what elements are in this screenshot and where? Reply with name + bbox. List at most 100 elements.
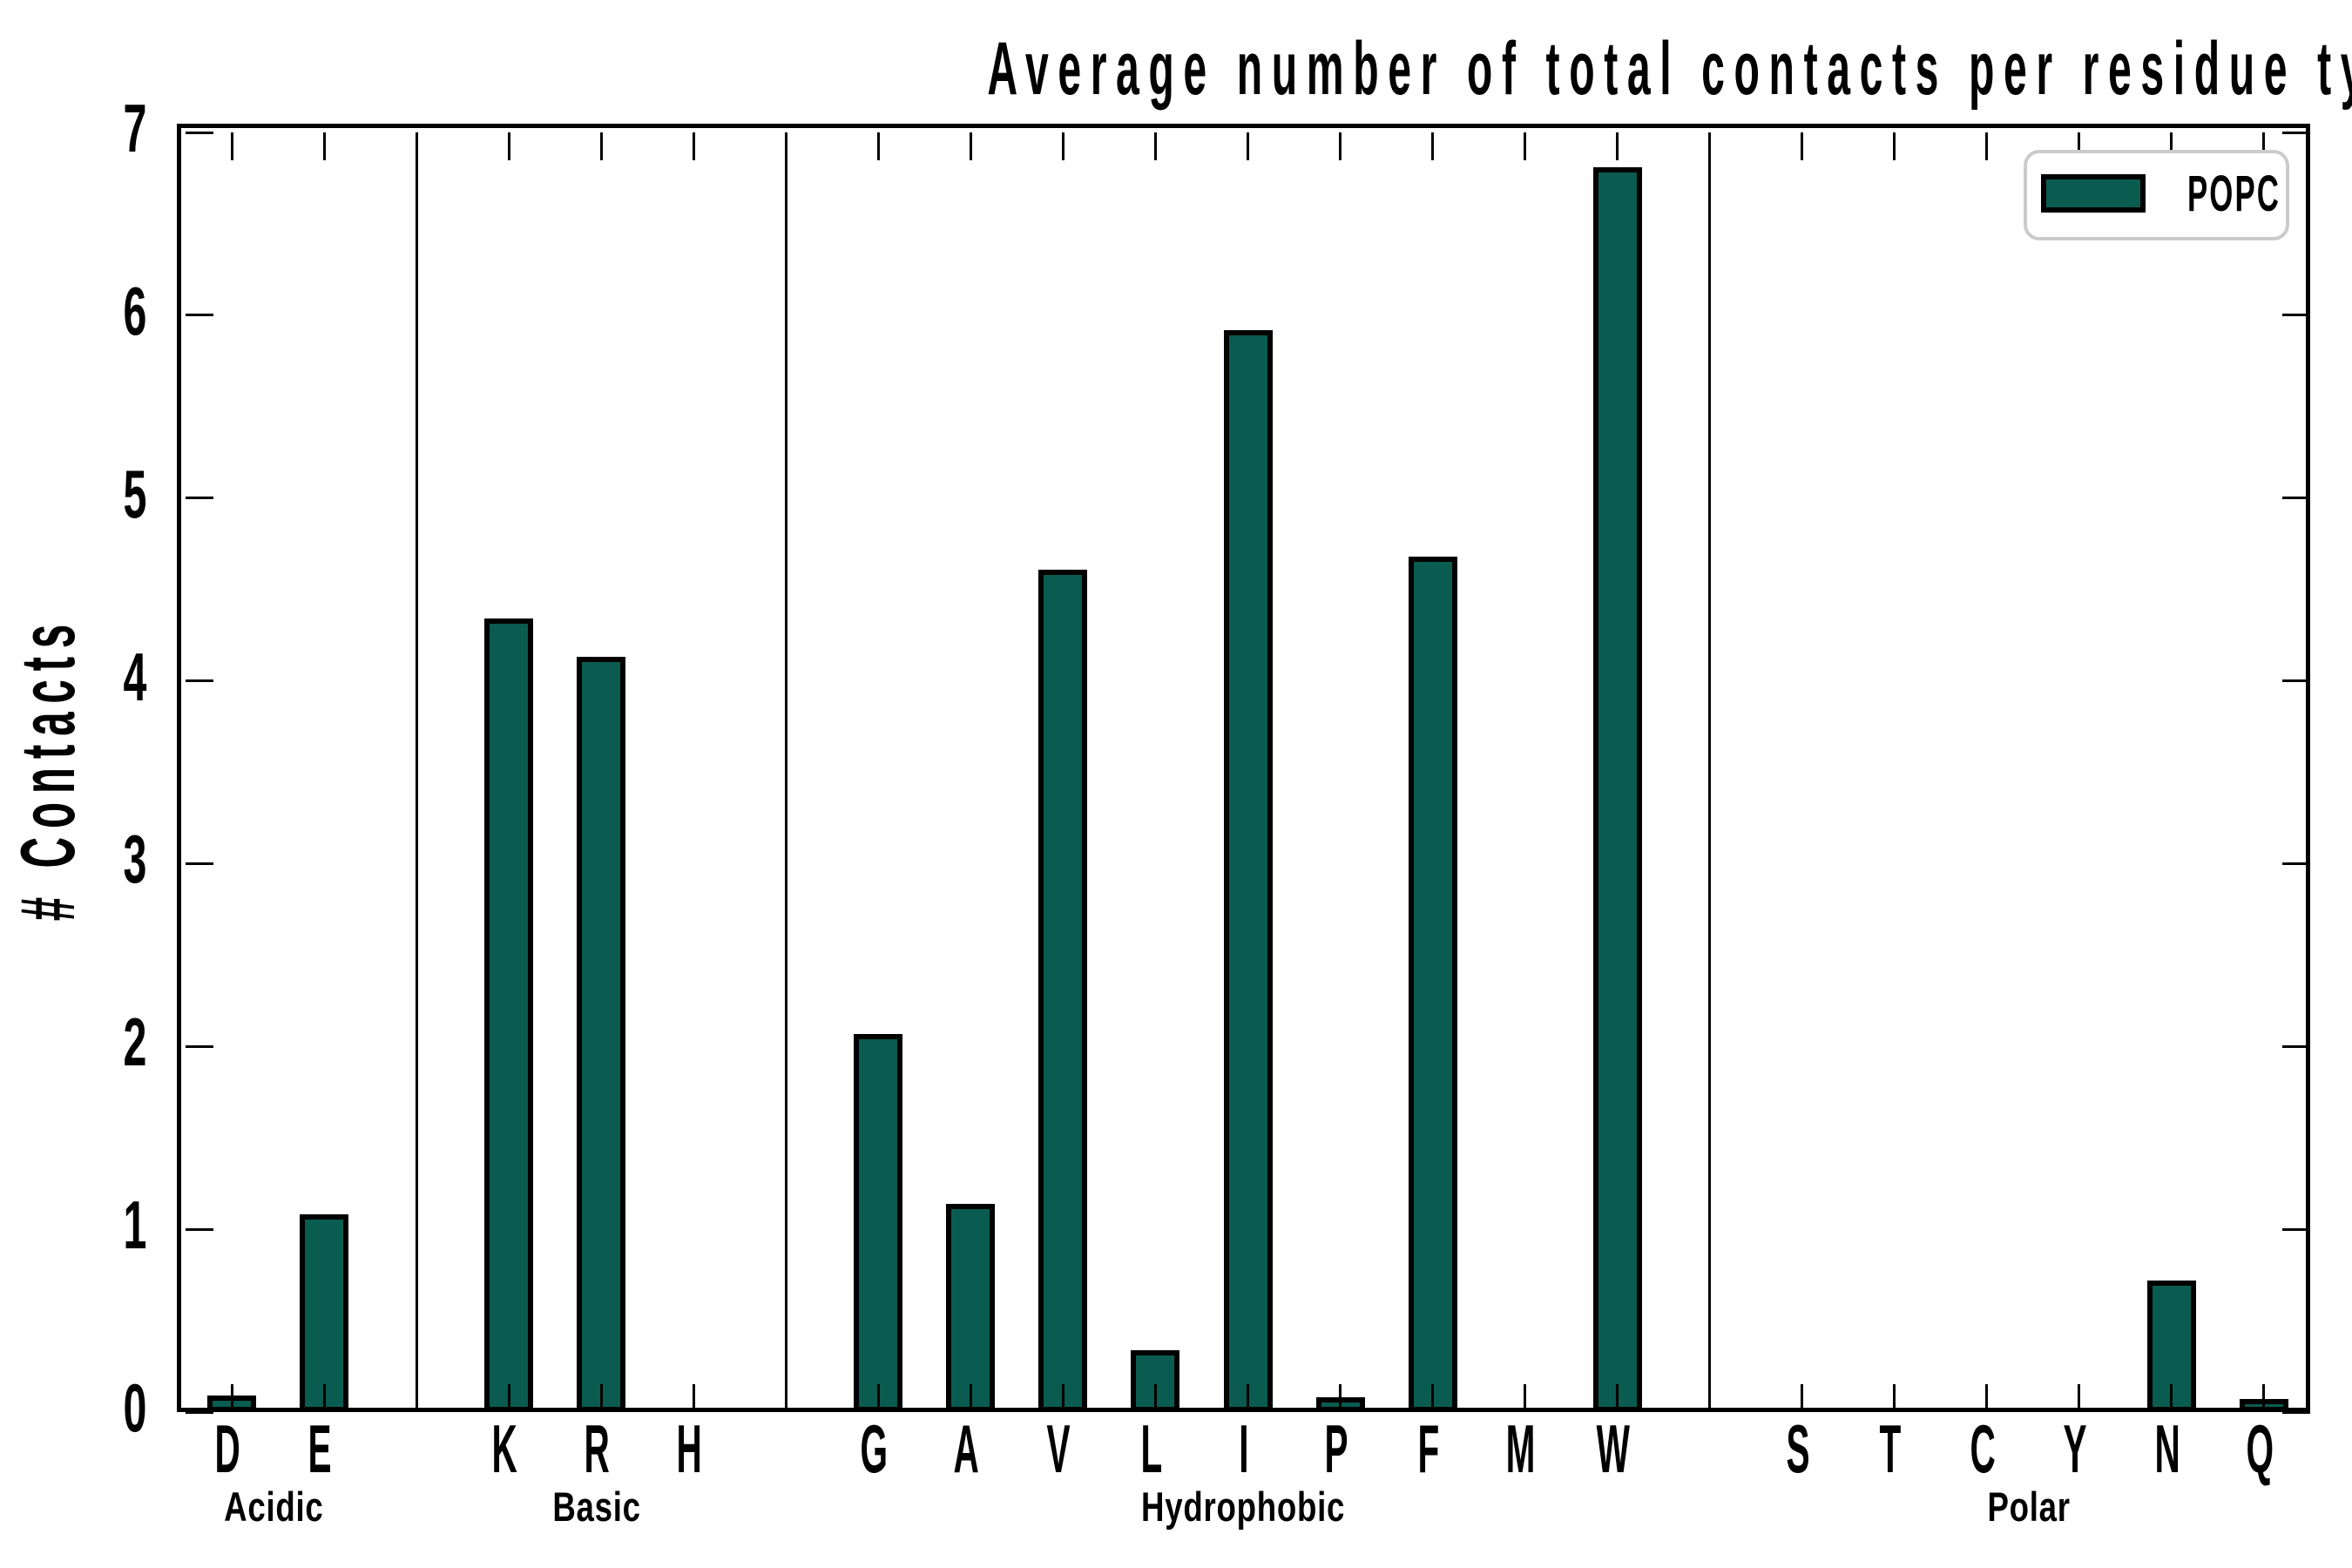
- x-tick-label-S: S: [1728, 1415, 1868, 1483]
- y-tick-label-text: 1: [123, 1186, 146, 1264]
- y-tick-left: [186, 862, 213, 865]
- x-tick-top-T: [1893, 132, 1896, 160]
- x-tick-label-text: R: [584, 1410, 610, 1487]
- y-tick-right: [2282, 862, 2310, 865]
- y-tick-label-text: 4: [123, 638, 146, 715]
- x-tick-bottom-W: [1616, 1384, 1619, 1412]
- group-separator-line: [415, 132, 418, 1412]
- y-tick-left: [186, 497, 213, 500]
- x-tick-top-S: [1801, 132, 1804, 160]
- x-tick-bottom-P: [1339, 1384, 1342, 1412]
- x-tick-label-F: F: [1359, 1415, 1498, 1483]
- x-tick-label-T: T: [1821, 1415, 1960, 1483]
- x-tick-label-R: R: [527, 1415, 666, 1483]
- group-label-text: Basic: [552, 1484, 641, 1530]
- chart-title: Average number of total contacts per res…: [416, 31, 2352, 106]
- y-tick-label-text: 2: [123, 1004, 146, 1081]
- x-tick-bottom-S: [1801, 1384, 1804, 1412]
- x-tick-top-C: [1985, 132, 1989, 160]
- x-tick-bottom-Y: [2078, 1384, 2081, 1412]
- legend-box: POPC: [2024, 150, 2289, 240]
- y-tick-right: [2282, 1227, 2310, 1231]
- y-tick-right: [2282, 679, 2310, 683]
- bar-E: [300, 1214, 349, 1412]
- bar-R: [577, 657, 626, 1412]
- x-tick-bottom-A: [969, 1384, 972, 1412]
- y-tick-right: [2282, 314, 2310, 317]
- y-tick-label-4: 4: [0, 642, 146, 712]
- x-tick-top-M: [1524, 132, 1527, 160]
- y-tick-left: [186, 1044, 213, 1048]
- x-tick-bottom-T: [1893, 1384, 1896, 1412]
- plot-area: [177, 124, 2310, 1414]
- x-tick-label-text: K: [491, 1410, 517, 1487]
- x-tick-bottom-Q: [2262, 1384, 2266, 1412]
- x-tick-label-text: P: [1324, 1410, 1348, 1487]
- x-tick-label-D: D: [158, 1415, 297, 1483]
- x-tick-label-W: W: [1544, 1415, 1683, 1483]
- group-label-polar: Polar: [1811, 1485, 2247, 1529]
- legend-label-text: POPC: [2187, 166, 2281, 222]
- x-tick-top-L: [1153, 132, 1157, 160]
- legend-label: POPC: [2187, 153, 2342, 235]
- y-tick-right: [2282, 131, 2310, 134]
- bar-A: [946, 1203, 996, 1412]
- x-tick-bottom-V: [1061, 1384, 1064, 1412]
- y-tick-label-3: 3: [0, 824, 146, 894]
- y-tick-label-7: 7: [0, 93, 146, 163]
- bar-I: [1223, 329, 1273, 1412]
- x-tick-label-text: V: [1046, 1410, 1071, 1487]
- x-tick-bottom-K: [507, 1384, 510, 1412]
- x-tick-top-K: [507, 132, 510, 160]
- plot-inner: [186, 131, 2310, 1414]
- x-tick-bottom-E: [322, 1384, 326, 1412]
- x-tick-bottom-H: [692, 1384, 695, 1412]
- x-tick-top-N: [2170, 132, 2173, 160]
- y-tick-label-text: 6: [123, 272, 146, 349]
- y-tick-left: [186, 314, 213, 317]
- bar-F: [1408, 556, 1457, 1412]
- x-tick-label-text: S: [1786, 1410, 1810, 1487]
- x-tick-label-V: V: [989, 1415, 1128, 1483]
- x-tick-top-V: [1061, 132, 1064, 160]
- x-tick-bottom-R: [599, 1384, 603, 1412]
- x-tick-label-G: G: [804, 1415, 943, 1483]
- x-tick-label-text: Q: [2246, 1410, 2274, 1487]
- group-label-text: Hydrophobic: [1141, 1484, 1346, 1530]
- x-tick-bottom-I: [1247, 1384, 1249, 1412]
- x-tick-label-text: W: [1596, 1410, 1630, 1487]
- y-tick-label-0: 0: [0, 1373, 146, 1443]
- x-tick-label-text: N: [2154, 1410, 2180, 1487]
- x-tick-label-text: I: [1238, 1410, 1249, 1487]
- group-label-text: Polar: [1987, 1484, 2071, 1530]
- group-label-text: Acidic: [223, 1484, 324, 1530]
- y-tick-label-5: 5: [0, 459, 146, 529]
- x-tick-label-text: C: [1970, 1410, 1996, 1487]
- x-tick-bottom-M: [1524, 1384, 1527, 1412]
- y-tick-left: [186, 131, 213, 134]
- x-tick-label-text: L: [1140, 1410, 1162, 1487]
- bar-G: [854, 1033, 903, 1412]
- x-tick-top-P: [1339, 132, 1342, 160]
- group-separator-line: [784, 132, 787, 1412]
- x-tick-bottom-F: [1431, 1384, 1435, 1412]
- x-tick-label-Q: Q: [2190, 1415, 2329, 1483]
- y-tick-label-text: 5: [123, 455, 146, 532]
- bar-V: [1038, 569, 1088, 1412]
- x-tick-label-P: P: [1267, 1415, 1406, 1483]
- x-tick-label-text: F: [1417, 1410, 1439, 1487]
- y-tick-right: [2282, 1044, 2310, 1048]
- y-tick-label-text: 3: [123, 821, 146, 898]
- x-tick-label-text: G: [860, 1410, 889, 1487]
- x-tick-top-E: [322, 132, 326, 160]
- x-tick-label-Y: Y: [2005, 1415, 2145, 1483]
- x-tick-bottom-N: [2170, 1384, 2173, 1412]
- x-tick-label-text: T: [1879, 1410, 1902, 1487]
- group-label-acidic: Acidic: [56, 1485, 491, 1529]
- group-label-basic: Basic: [379, 1485, 814, 1529]
- group-label-hydrophobic: Hydrophobic: [1026, 1485, 1462, 1529]
- x-tick-bottom-D: [230, 1384, 233, 1412]
- x-tick-label-H: H: [619, 1415, 759, 1483]
- x-tick-label-N: N: [2098, 1415, 2237, 1483]
- y-tick-label-1: 1: [0, 1190, 146, 1260]
